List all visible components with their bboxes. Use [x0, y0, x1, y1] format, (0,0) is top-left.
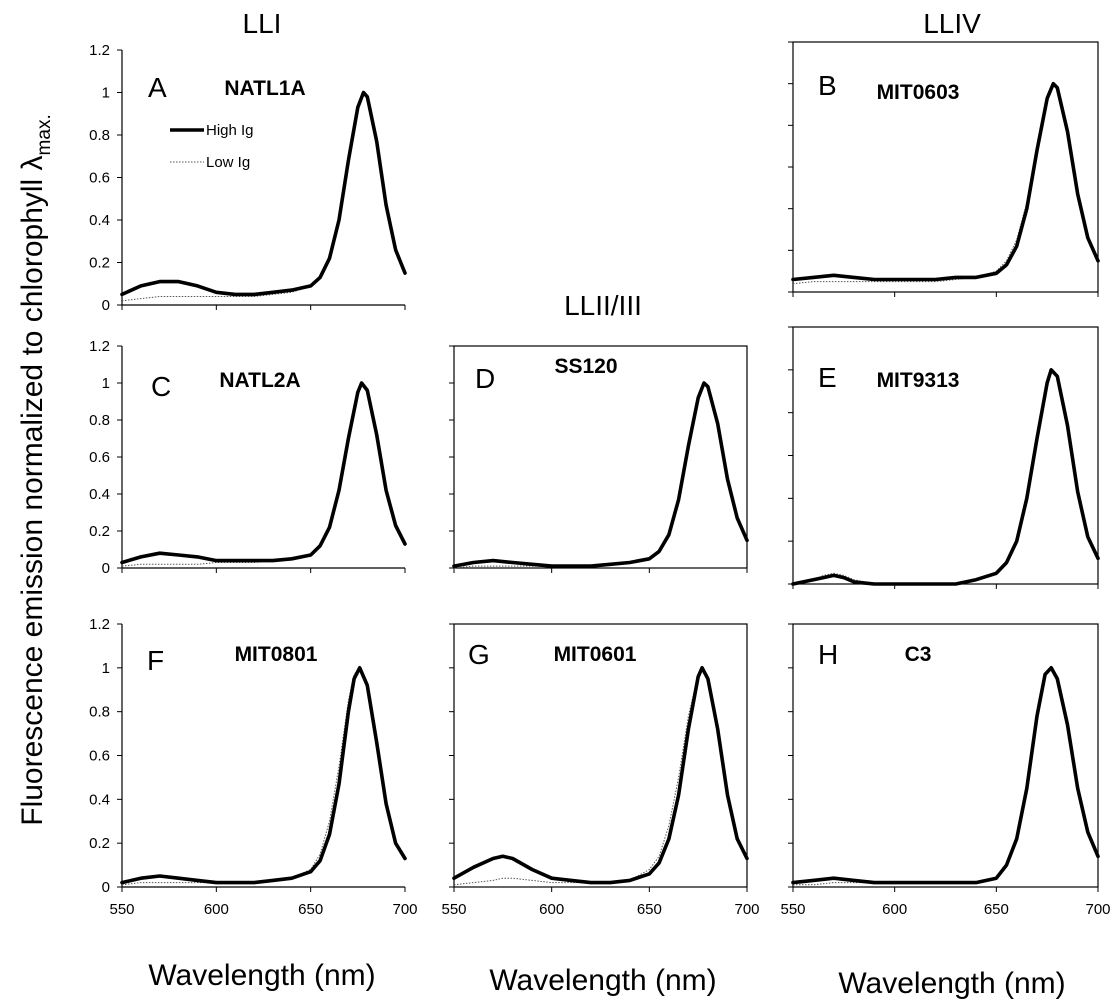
panel-c-y-tick-label: 0.6: [89, 449, 110, 466]
panel-b-series-high-ig: [791, 81, 1100, 282]
panel-a: 0 0.2 0.4 0.6 0.8 1 1.2 A NATL1A High Ig Low Ig: [89, 42, 407, 314]
panel-a-y-tick-label: 0.6: [89, 170, 110, 187]
x-axis-label-right: Wavelength (nm): [838, 967, 1065, 1000]
panel-f-y-tick-label: 0.8: [89, 704, 110, 721]
panel-e-frame: [792, 326, 1099, 585]
panel-h: 550 600 650 700 H C3: [780, 623, 1111, 918]
panel-g: 550 600 650 700 G MIT0601: [441, 623, 760, 918]
panel-g-strain-name: MIT0601: [554, 643, 637, 666]
panel-c-y-tick-label: 0.2: [89, 523, 110, 540]
panel-c-y-tick-label: 0.4: [89, 486, 110, 503]
panel-f: 0 0.2 0.4 0.6 0.8 1 1.2 550 600 650 700 F MIT0801: [89, 616, 417, 918]
panel-d-series-low-ig: [453, 382, 748, 569]
y-axis-label-subscript: max.: [34, 114, 55, 155]
panel-g-x-tick-label: 600: [539, 901, 564, 918]
panel-c-y-tick-label: 0.8: [89, 412, 110, 429]
panel-f-series-low-ig: [121, 666, 406, 886]
y-axis-label-text: Fluorescence emission normalized to chlo…: [16, 170, 49, 825]
clade-label-llii-iii: LLII/III: [564, 290, 642, 321]
panel-e: E MIT9313: [788, 326, 1100, 589]
panel-b-strain-name: MIT0603: [877, 81, 960, 104]
panel-g-x-tick-label: 700: [734, 901, 759, 918]
panel-a-letter: A: [148, 72, 167, 103]
panel-g-letter: G: [468, 639, 490, 670]
panel-h-strain-name: C3: [905, 643, 932, 666]
panel-a-y-tick-label: 0.8: [89, 127, 110, 144]
panel-a-series-high-ig: [120, 90, 407, 297]
panel-c-strain-name: NATL2A: [219, 369, 300, 392]
panel-c-series-high-ig: [120, 381, 407, 565]
panel-f-y-tick-label: 0: [102, 879, 110, 896]
panel-f-y-tick-label: 0.4: [89, 791, 110, 808]
panel-c-series-low-ig: [121, 382, 406, 567]
panels: 0 0.2 0.4 0.6 0.8 1 1.2 A NATL1A High Ig Low Ig B MI…: [89, 41, 1111, 918]
panel-c: 0 0.2 0.4 0.6 0.8 1 1.2 C NATL2A: [89, 338, 407, 577]
panel-d-series-high-ig: [452, 381, 749, 568]
panel-e-strain-name: MIT9313: [877, 369, 960, 392]
panel-d: D SS120: [449, 345, 749, 573]
panel-a-strain-name: NATL1A: [224, 77, 305, 100]
panel-c-letter: C: [151, 371, 171, 402]
clade-label-lli: LLI: [243, 8, 282, 39]
panel-a-y-tick-label: 0.2: [89, 255, 110, 272]
panel-a-y-tick-label: 0.4: [89, 212, 110, 229]
panel-g-x-tick-label: 550: [441, 901, 466, 918]
panel-c-y-tick-label: 1.2: [89, 338, 110, 355]
panel-a-y-tick-label: 0: [102, 297, 110, 314]
panel-f-letter: F: [147, 645, 164, 676]
panel-g-series-low-ig: [453, 666, 748, 886]
panel-f-x-tick-label: 650: [298, 901, 323, 918]
panel-b-letter: B: [818, 70, 837, 101]
legend-high-ig-label: High Ig: [206, 122, 254, 139]
panel-e-series-low-ig: [792, 368, 1099, 585]
panel-a-series-low-ig: [121, 91, 406, 302]
panel-f-y-tick-label: 1: [102, 660, 110, 677]
panel-h-letter: H: [818, 639, 838, 670]
panel-e-series-high-ig: [791, 367, 1100, 586]
panel-h-x-tick-label: 550: [780, 901, 805, 918]
clade-label-lliv: LLIV: [923, 8, 981, 39]
panel-b-frame: [792, 41, 1099, 293]
panel-f-strain-name: MIT0801: [235, 643, 318, 666]
panel-h-x-tick-label: 650: [984, 901, 1009, 918]
x-axis-label-middle: Wavelength (nm): [489, 964, 716, 997]
panel-h-x-tick-label: 600: [882, 901, 907, 918]
legend: High Ig Low Ig: [170, 122, 254, 171]
panel-d-strain-name: SS120: [554, 355, 617, 378]
y-axis-label: Fluorescence emission normalized to chlo…: [16, 114, 55, 826]
panel-c-y-tick-label: 1: [102, 375, 110, 392]
panel-a-y-tick-label: 1.2: [89, 42, 110, 59]
x-axis-label-left: Wavelength (nm): [148, 959, 375, 992]
panel-d-letter: D: [475, 363, 495, 394]
panel-f-x-tick-label: 700: [392, 901, 417, 918]
panel-f-x-tick-label: 550: [109, 901, 134, 918]
panel-h-series-low-ig: [793, 666, 1099, 886]
panel-f-y-tick-label: 1.2: [89, 616, 110, 633]
y-axis-label-lambda: λ: [16, 155, 49, 170]
panel-e-letter: E: [818, 362, 837, 393]
panel-a-y-tick-label: 1: [102, 85, 110, 102]
panel-h-x-tick-label: 700: [1085, 901, 1110, 918]
panel-f-x-tick-label: 600: [204, 901, 229, 918]
panel-g-series-high-ig: [452, 665, 749, 885]
panel-b: B MIT0603: [788, 41, 1100, 297]
panel-c-y-tick-label: 0: [102, 560, 110, 577]
panel-h-series-high-ig: [791, 665, 1100, 885]
legend-low-ig-label: Low Ig: [206, 154, 250, 171]
panel-f-series-high-ig: [120, 665, 407, 885]
panel-h-frame: [792, 623, 1099, 888]
panel-f-y-tick-label: 0.6: [89, 748, 110, 765]
panel-b-series-low-ig: [792, 82, 1099, 285]
panel-f-y-tick-label: 0.2: [89, 835, 110, 852]
panel-g-x-tick-label: 650: [637, 901, 662, 918]
panel-d-frame: [453, 345, 748, 569]
